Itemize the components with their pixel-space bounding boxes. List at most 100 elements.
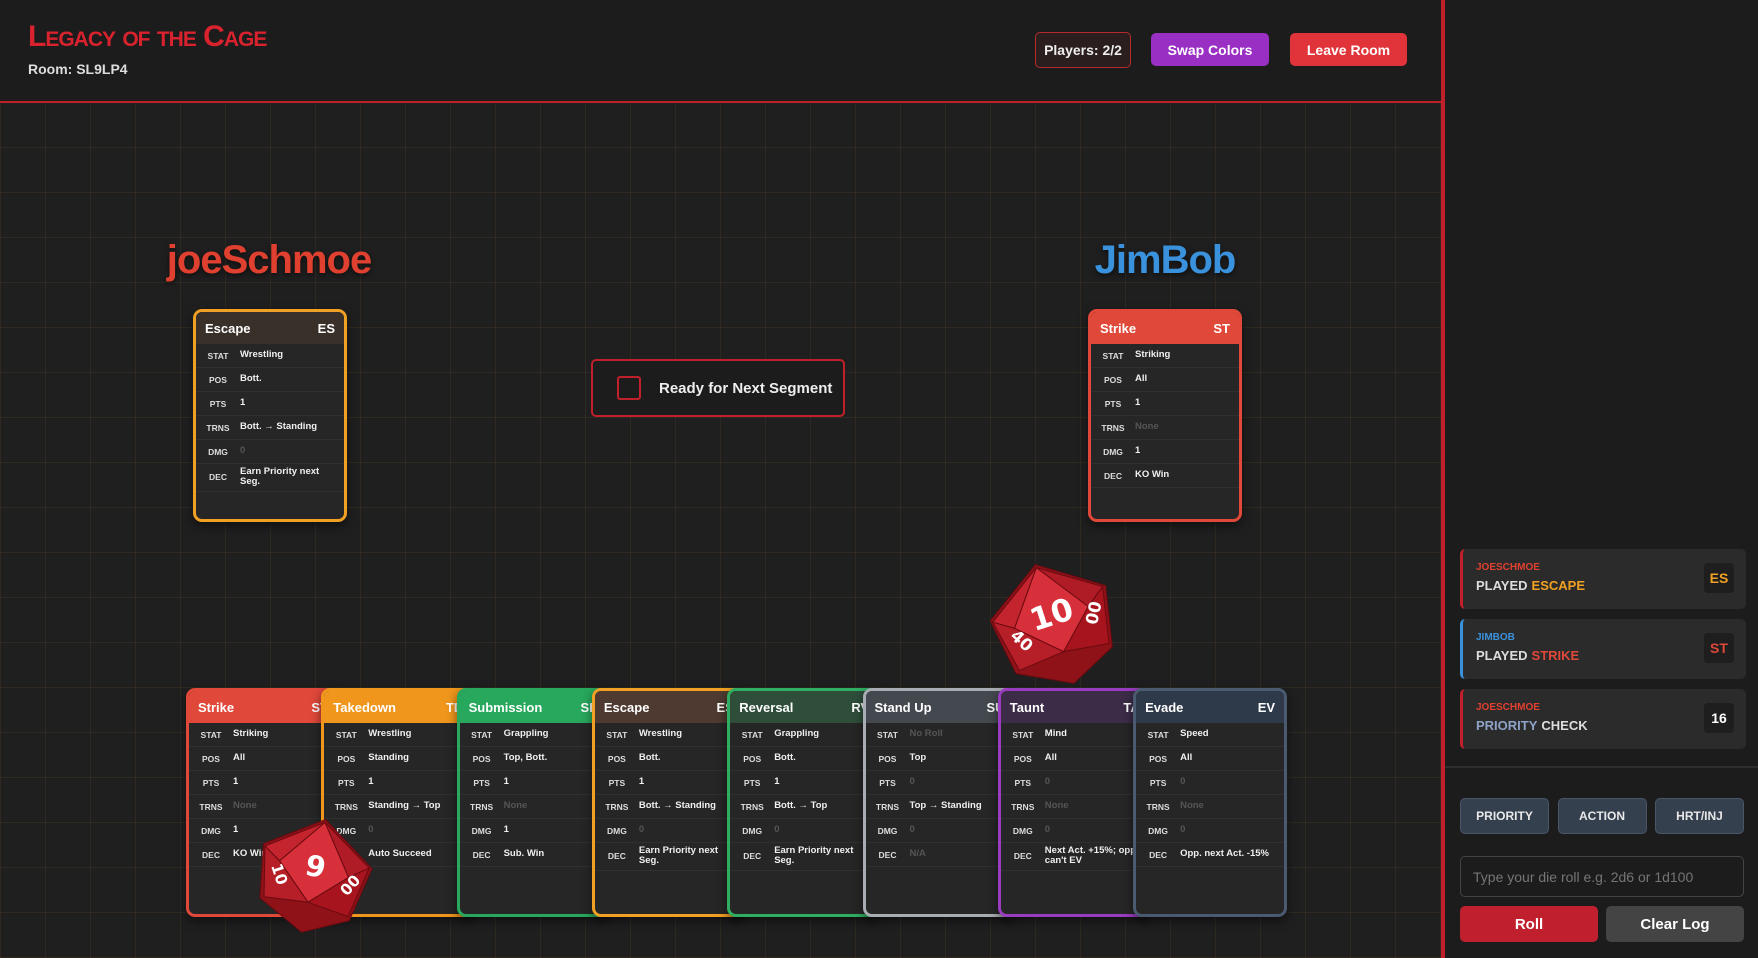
card-row: DMG 1 xyxy=(1091,440,1239,464)
card-row: TRNS Bott. → Standing xyxy=(594,795,743,819)
row-label: POS xyxy=(1104,374,1122,385)
card-row: DEC N/A xyxy=(865,843,1014,867)
card-row: TRNS None xyxy=(1136,795,1285,819)
card-name: Strike xyxy=(1100,320,1137,336)
card-row: STAT Grappling xyxy=(459,723,608,747)
log-line: PRIORITY CHECK xyxy=(1476,718,1592,733)
row-value: None xyxy=(1180,800,1204,812)
log-word: PLAYED xyxy=(1476,578,1528,593)
row-label: DMG xyxy=(1012,825,1033,836)
row-label: TRNS xyxy=(199,801,223,812)
row-label: STAT xyxy=(471,729,493,740)
card-header: Taunt TA xyxy=(1000,691,1149,723)
card: Escape ES STAT Wrestling POS Bott. PTS 1 TRNS Bot… xyxy=(591,688,746,917)
log-word: PLAYED xyxy=(1476,648,1528,663)
roll-input[interactable] xyxy=(1460,856,1744,897)
log-word: STRIKE xyxy=(1531,648,1580,663)
card-row: DEC Sub. Win xyxy=(459,843,608,867)
row-value: None xyxy=(233,800,257,812)
card-row: TRNS Bott. → Standing xyxy=(196,416,344,440)
roll-type-button[interactable]: ACTION xyxy=(1557,798,1647,834)
log-badge: ST xyxy=(1704,633,1734,663)
row-label: STAT xyxy=(1012,729,1034,740)
roll-button[interactable]: Roll xyxy=(1460,906,1598,942)
card-row: POS All xyxy=(1091,368,1239,392)
row-value: All xyxy=(1180,752,1193,764)
roll-type-button[interactable]: HRT/INJ xyxy=(1655,798,1744,834)
row-value: Mind xyxy=(1044,728,1067,740)
row-value: Top → Standing xyxy=(909,800,982,812)
row-value: Bott. → Standing xyxy=(240,421,318,433)
card-abbr: ST xyxy=(1213,320,1230,336)
card-row: POS Top xyxy=(865,747,1014,771)
card-name: Submission xyxy=(468,699,543,715)
clear-log-button[interactable]: Clear Log xyxy=(1606,906,1744,942)
row-value: 1 xyxy=(233,776,239,788)
row-label: STAT xyxy=(741,729,763,740)
row-label: TRNS xyxy=(605,801,629,812)
row-value: 0 xyxy=(909,824,915,836)
card-row: POS Standing xyxy=(324,747,473,771)
header: Legacy of the Cage Room: SL9LP4 Players:… xyxy=(0,0,1441,103)
card-row: PTS 0 xyxy=(865,771,1014,795)
log-entry: JIMBOB PLAYED STRIKE ST xyxy=(1460,619,1746,679)
card: Submission SB STAT Grappling POS Top, Bott. PT… xyxy=(456,688,611,917)
row-value: 1 xyxy=(368,776,374,788)
row-label: PTS xyxy=(608,777,626,788)
card-row: STAT Striking xyxy=(1091,344,1239,368)
row-label: DMG xyxy=(208,446,228,457)
die-number: 00 xyxy=(1082,600,1105,627)
row-label: STAT xyxy=(1102,350,1124,361)
card-row: DEC Opp. next Act. -15% xyxy=(1136,843,1285,867)
row-label: STAT xyxy=(200,729,222,740)
card-header: Reversal RV xyxy=(730,691,879,723)
log-entry: JOESCHMOE PRIORITY CHECK 16 xyxy=(1460,689,1746,749)
row-value: 0 xyxy=(240,445,246,457)
row-label: POS xyxy=(607,753,626,764)
row-value: 1 xyxy=(240,397,246,409)
swap-colors-button[interactable]: Swap Colors xyxy=(1151,33,1269,66)
row-label: POS xyxy=(1149,753,1168,764)
card-row: STAT Striking xyxy=(189,723,337,747)
ready-checkbox[interactable] xyxy=(617,376,641,400)
log-word: PRIORITY xyxy=(1476,718,1538,733)
card-row: DMG 0 xyxy=(730,819,879,843)
card-row: TRNS Top → Standing xyxy=(865,795,1014,819)
card-name: Evade xyxy=(1145,699,1184,715)
ready-box[interactable]: Ready for Next Segment xyxy=(591,359,845,417)
row-label: PTS xyxy=(209,398,227,409)
log-entry: JOESCHMOE PLAYED ESCAPE ES xyxy=(1460,549,1746,609)
card-header: Escape ES xyxy=(196,312,344,344)
row-value: 0 xyxy=(1180,824,1186,836)
row-value: Next Act. +15%; opp. can't EV xyxy=(1044,845,1139,867)
row-label: DMG xyxy=(336,825,357,836)
row-value: All xyxy=(1044,752,1057,764)
card-row: PTS 1 xyxy=(594,771,743,795)
log-badge: 16 xyxy=(1704,703,1734,733)
row-value: Earn Priority next Seg. xyxy=(240,466,320,488)
row-label: DEC xyxy=(607,851,626,862)
roll-type-button[interactable]: PRIORITY xyxy=(1460,798,1549,834)
card-row: DMG 1 xyxy=(459,819,608,843)
row-value: Grappling xyxy=(774,728,820,740)
row-value: 0 xyxy=(1044,824,1051,836)
row-value: 0 xyxy=(638,824,645,836)
die-body: 910 00 xyxy=(259,818,373,933)
card-row: STAT Mind xyxy=(1000,723,1149,747)
card-row: PTS 1 xyxy=(189,771,337,795)
row-label: POS xyxy=(472,753,491,764)
card-row: TRNS None xyxy=(459,795,608,819)
game-title: Legacy of the Cage xyxy=(28,20,267,53)
card-row: TRNS None xyxy=(1000,795,1149,819)
card-name: Stand Up xyxy=(874,699,932,715)
row-value: KO Win xyxy=(233,848,268,860)
row-value: Bott. → Top xyxy=(774,800,828,812)
card-abbr: ES xyxy=(317,320,335,336)
row-value: 0 xyxy=(774,824,780,836)
card: Reversal RV STAT Grappling POS Bott. PTS 1 TRNS B… xyxy=(727,688,882,917)
leave-room-button[interactable]: Leave Room xyxy=(1290,33,1407,66)
row-value: 0 xyxy=(1180,776,1186,788)
row-value: Bott. → Standing xyxy=(638,800,716,812)
card-row: STAT Grappling xyxy=(730,723,879,747)
